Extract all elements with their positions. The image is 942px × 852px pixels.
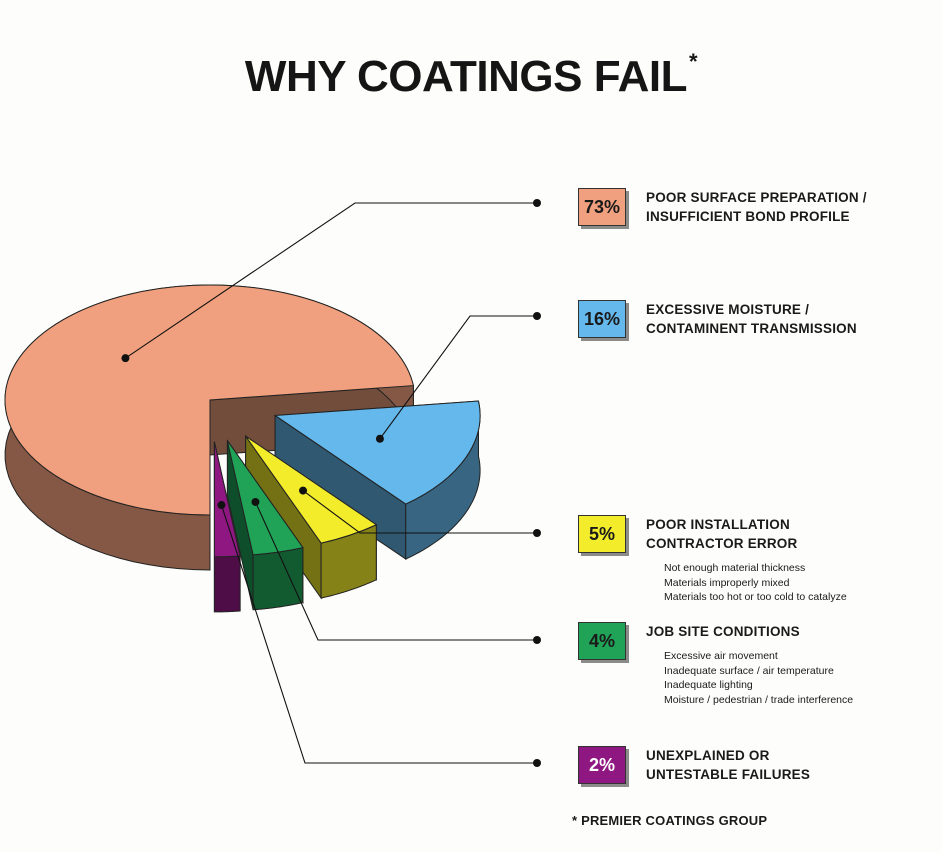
legend-text: POOR INSTALLATION CONTRACTOR ERROR Not en… (646, 515, 942, 605)
leader-line (220, 504, 537, 764)
slice-side (252, 546, 304, 611)
legend-text: UNEXPLAINED OR UNTESTABLE FAILURES (646, 746, 942, 784)
leader-line (379, 315, 537, 440)
slice-top (213, 441, 241, 558)
legend-label: EXCESSIVE MOISTURE / CONTAMINENT TRANSMI… (646, 302, 857, 336)
legend-note: Inadequate surface / air temperature (664, 664, 834, 677)
source-note: * PREMIER COATINGS GROUP (572, 813, 768, 828)
legend-label: POOR INSTALLATION CONTRACTOR ERROR (646, 517, 798, 551)
legend-label: UNEXPLAINED OR UNTESTABLE FAILURES (646, 748, 811, 782)
pie-slices (4, 284, 481, 613)
leader-end-dot (533, 636, 541, 644)
slice-top (273, 400, 481, 505)
slice-4 (213, 441, 241, 613)
slice-side (213, 555, 241, 613)
legend-note: Excessive air movement (664, 650, 778, 662)
slice-top (4, 284, 415, 516)
legend-percent-badge: 4% (578, 622, 626, 660)
legend-note: Materials improperly mixed (664, 576, 790, 589)
legend-note: Inadequate lighting (664, 679, 753, 691)
legend-note: Not enough material thickness (664, 562, 806, 574)
legend-percent-badge: 16% (578, 300, 626, 338)
leader-anchor-dot (121, 354, 130, 363)
leader-anchor-dot (299, 486, 308, 495)
leader-line (125, 202, 537, 359)
legend-note: Materials too hot or too cold to catalyz… (664, 591, 847, 603)
legend-percent-badge: 73% (578, 188, 626, 226)
slice-top (245, 435, 378, 544)
leader-end-dot (533, 312, 541, 320)
slice-3 (226, 439, 304, 611)
legend-text: EXCESSIVE MOISTURE / CONTAMINENT TRANSMI… (646, 300, 942, 338)
legend-label: POOR SURFACE PREPARATION / INSUFFICIENT … (646, 190, 867, 224)
legend-label: JOB SITE CONDITIONS (646, 624, 800, 639)
legend-text: POOR SURFACE PREPARATION / INSUFFICIENT … (646, 188, 942, 226)
legend-notes: Not enough material thickness Materials i… (646, 561, 942, 605)
leader-anchor-dot (251, 497, 260, 506)
leader-anchor-dot (375, 434, 384, 443)
legend-text: JOB SITE CONDITIONS Excessive air movemen… (646, 622, 942, 707)
title-footnote-marker: * (689, 49, 698, 75)
leader-lines (121, 199, 541, 767)
legend-percent-badge: 5% (578, 515, 626, 553)
leader-line (302, 490, 537, 534)
leader-line (254, 501, 537, 641)
legend-notes: Excessive air movement Inadequate surface… (646, 649, 942, 707)
legend-percent-badge: 2% (578, 746, 626, 784)
leader-end-dot (533, 529, 541, 537)
leader-end-dot (533, 759, 541, 767)
leader-anchor-dot (217, 501, 226, 510)
chart-title: WHY COATINGS FAIL* (244, 49, 698, 101)
leader-end-dot (533, 199, 541, 207)
legend-note: Moisture / pedestrian / trade interferen… (664, 693, 854, 706)
